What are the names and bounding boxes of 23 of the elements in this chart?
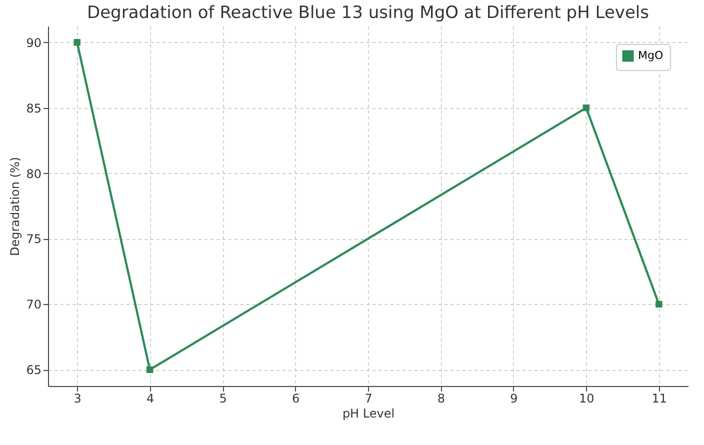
x-tick-label: 10 [579, 392, 594, 406]
y-tick-label: 85 [26, 101, 42, 116]
y-tick-label: 70 [26, 298, 42, 312]
x-tick-label: 3 [74, 392, 82, 406]
x-tick-label: 4 [146, 392, 154, 406]
point [74, 39, 80, 46]
x-tick-label: 7 [364, 392, 372, 406]
point [656, 300, 662, 308]
y-tick-label: 75 [26, 232, 42, 246]
legend-label: MgO [638, 49, 664, 62]
y-tick-label: 80 [26, 166, 42, 181]
x-tick-label: 5 [219, 392, 227, 406]
point [146, 366, 154, 373]
x-axis-title: pH Level [342, 406, 395, 420]
x-tick-label: 9 [510, 392, 518, 406]
point [582, 104, 590, 112]
y-tick-label: 90 [26, 36, 42, 50]
x-tick-label: 11 [652, 392, 668, 406]
chart-title: Degradation of Reactive Blue 13 using MgO at Different pH Levels [86, 3, 650, 23]
x-tick-label: 6 [292, 392, 300, 406]
y-tick-label: 65 [26, 363, 42, 378]
y-axis-title: Degradation (%) [8, 156, 22, 256]
x-tick-label: 8 [437, 392, 446, 406]
